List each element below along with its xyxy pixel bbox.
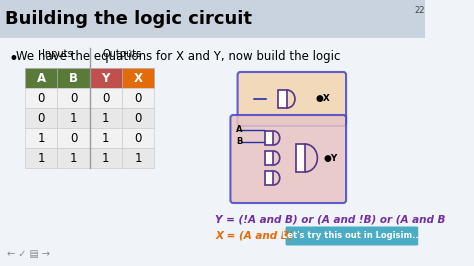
Text: •: • — [9, 50, 19, 68]
Text: Outputs: Outputs — [102, 49, 142, 59]
Text: Let's try this out in Logisim...: Let's try this out in Logisim... — [282, 231, 421, 240]
Text: 22: 22 — [414, 6, 425, 15]
Text: We have the equations for X and Y, now build the logic: We have the equations for X and Y, now b… — [16, 50, 340, 63]
Text: Inputs: Inputs — [42, 49, 73, 59]
FancyBboxPatch shape — [0, 0, 425, 38]
Text: 1: 1 — [102, 111, 109, 124]
FancyBboxPatch shape — [122, 148, 154, 168]
FancyBboxPatch shape — [57, 148, 90, 168]
FancyBboxPatch shape — [90, 68, 122, 88]
Text: 1: 1 — [37, 152, 45, 164]
FancyBboxPatch shape — [90, 148, 122, 168]
Text: 0: 0 — [135, 131, 142, 144]
Text: ●X: ●X — [316, 94, 330, 103]
FancyBboxPatch shape — [90, 88, 122, 108]
FancyBboxPatch shape — [57, 128, 90, 148]
Text: 0: 0 — [37, 111, 45, 124]
Text: 0: 0 — [37, 92, 45, 105]
Polygon shape — [296, 144, 305, 172]
FancyBboxPatch shape — [122, 108, 154, 128]
Text: X: X — [134, 72, 143, 85]
FancyBboxPatch shape — [25, 88, 57, 108]
Text: Y: Y — [101, 72, 110, 85]
FancyBboxPatch shape — [122, 128, 154, 148]
Text: B: B — [69, 72, 78, 85]
Text: Y = (!A and B) or (A and !B) or (A and B: Y = (!A and B) or (A and !B) or (A and B — [215, 215, 446, 225]
FancyBboxPatch shape — [90, 108, 122, 128]
Text: 1: 1 — [102, 152, 109, 164]
FancyBboxPatch shape — [25, 128, 57, 148]
Text: 1: 1 — [70, 152, 77, 164]
Text: 1: 1 — [134, 152, 142, 164]
Text: ●Y: ●Y — [324, 153, 338, 163]
Text: 1: 1 — [102, 131, 109, 144]
Text: 0: 0 — [135, 111, 142, 124]
Text: ← ✓ ▤ →: ← ✓ ▤ → — [7, 249, 50, 259]
FancyBboxPatch shape — [90, 128, 122, 148]
Text: 0: 0 — [70, 131, 77, 144]
Text: 0: 0 — [102, 92, 109, 105]
FancyBboxPatch shape — [57, 108, 90, 128]
Text: A: A — [36, 72, 46, 85]
Text: 1: 1 — [37, 131, 45, 144]
Text: A: A — [236, 126, 242, 135]
FancyBboxPatch shape — [57, 88, 90, 108]
FancyBboxPatch shape — [25, 148, 57, 168]
Text: 0: 0 — [135, 92, 142, 105]
Text: X = (A and B): X = (A and B) — [215, 231, 293, 241]
FancyBboxPatch shape — [230, 115, 346, 203]
Polygon shape — [278, 90, 287, 108]
Polygon shape — [265, 151, 273, 165]
Text: B: B — [236, 138, 242, 147]
Text: Building the logic circuit: Building the logic circuit — [5, 10, 252, 28]
FancyBboxPatch shape — [57, 68, 90, 88]
FancyBboxPatch shape — [122, 68, 154, 88]
Polygon shape — [265, 171, 273, 185]
FancyBboxPatch shape — [25, 68, 57, 88]
FancyBboxPatch shape — [122, 88, 154, 108]
FancyBboxPatch shape — [237, 72, 346, 126]
FancyBboxPatch shape — [285, 227, 418, 246]
Polygon shape — [265, 131, 273, 145]
Text: 0: 0 — [70, 92, 77, 105]
FancyBboxPatch shape — [25, 108, 57, 128]
Text: 1: 1 — [70, 111, 77, 124]
